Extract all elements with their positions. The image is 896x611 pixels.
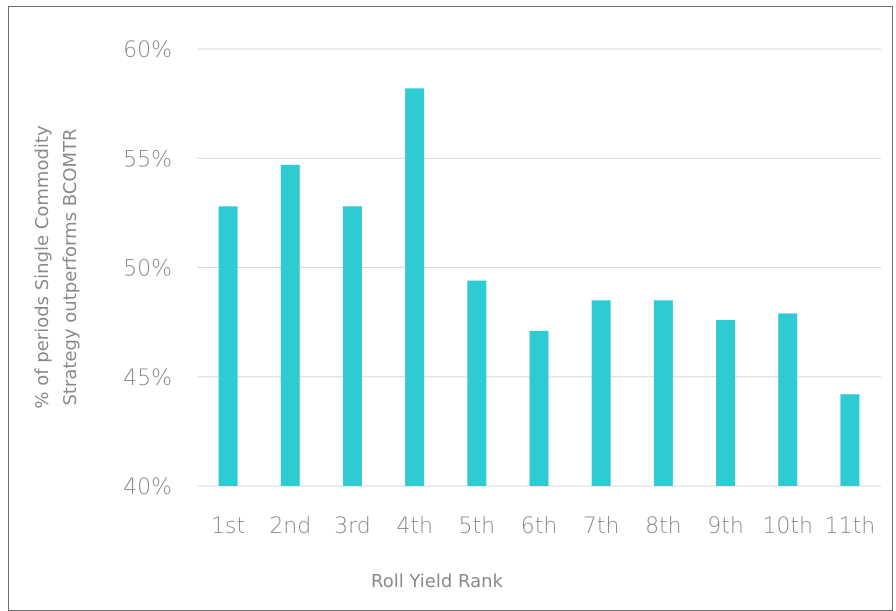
y-tick-label: 60%: [123, 38, 172, 63]
bar-1st: [218, 206, 238, 486]
x-tick-label: 7th: [583, 514, 620, 539]
x-tick-label: 2nd: [269, 514, 311, 539]
x-tick-labels: 1st 2nd 3rd 4th 5th 6th 7th 8th 9th 10th 11th: [211, 514, 875, 539]
x-tick-label: 4th: [396, 514, 433, 539]
y-tick-label: 45%: [123, 366, 172, 391]
bar-10th: [778, 313, 798, 486]
x-tick-label: 3rd: [334, 514, 371, 539]
bar-7th: [591, 300, 611, 486]
y-tick-label: 55%: [123, 147, 172, 172]
x-tick-label: 5th: [459, 514, 496, 539]
bar-2nd: [280, 164, 300, 486]
x-tick-label: 6th: [521, 514, 558, 539]
x-tick-label: 8th: [645, 514, 682, 539]
bar-9th: [716, 319, 736, 486]
bar-11th: [840, 394, 860, 486]
bar-8th: [653, 300, 673, 486]
y-axis-title-line-2: Strategy outperforms BCOMTR: [60, 128, 81, 405]
y-tick-labels: 40% 45% 50% 55% 60%: [123, 38, 172, 500]
x-tick-label: 9th: [707, 514, 744, 539]
bar-4th: [405, 88, 425, 486]
bar-3rd: [342, 206, 362, 486]
y-axis-title-line-1: % of periods Single Commodity: [32, 125, 53, 409]
bar-chart: 40% 45% 50% 55% 60% 1st 2nd 3rd 4th 5th 6th 7th 8th…: [32, 38, 881, 592]
y-tick-label: 50%: [123, 257, 172, 282]
bar-6th: [529, 330, 549, 486]
x-tick-label: 10th: [762, 514, 813, 539]
gridlines: [197, 48, 881, 487]
x-tick-label: 1st: [211, 514, 245, 539]
chart-frame: 40% 45% 50% 55% 60% 1st 2nd 3rd 4th 5th 6th 7th 8th…: [8, 6, 893, 611]
x-axis-title: Roll Yield Rank: [371, 571, 504, 592]
bar-5th: [467, 280, 487, 486]
bars: [218, 88, 860, 486]
x-tick-label: 11th: [825, 514, 876, 539]
y-tick-label: 40%: [123, 475, 172, 500]
